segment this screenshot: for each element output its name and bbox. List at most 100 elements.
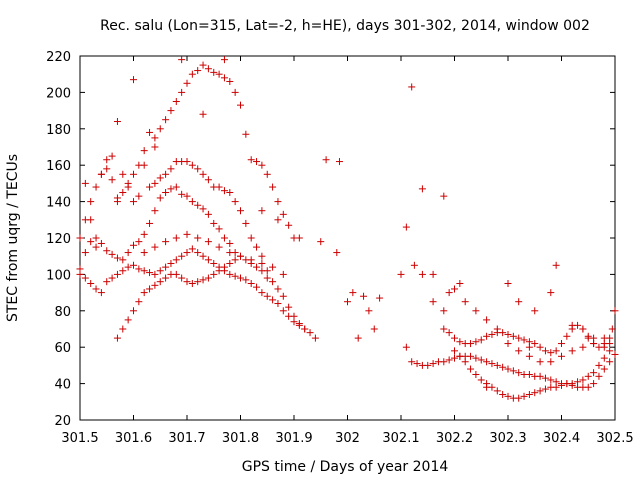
y-tick-label: 20 <box>54 414 71 429</box>
data-point <box>113 254 121 262</box>
data-point <box>606 347 614 355</box>
data-point <box>146 285 154 293</box>
data-point <box>135 192 143 200</box>
data-point <box>220 187 228 195</box>
data-point <box>311 334 319 342</box>
data-point <box>547 358 555 366</box>
y-tick-label: 160 <box>46 159 71 174</box>
data-point <box>360 292 368 300</box>
data-point <box>525 391 533 399</box>
data-point <box>451 334 458 342</box>
data-point <box>440 307 448 315</box>
data-point <box>290 318 298 326</box>
data-point <box>194 67 202 75</box>
data-point <box>226 249 234 257</box>
data-point <box>590 369 598 377</box>
data-point <box>135 265 143 273</box>
data-point <box>541 374 549 382</box>
data-point <box>183 249 191 257</box>
y-tick-label: 60 <box>54 341 71 356</box>
data-point <box>220 263 228 271</box>
data-point <box>402 223 410 231</box>
data-point <box>504 392 512 400</box>
data-point <box>103 165 111 173</box>
data-point <box>547 376 555 384</box>
data-point <box>499 329 507 337</box>
data-point <box>124 316 132 324</box>
data-point <box>135 161 143 169</box>
data-point <box>140 249 148 257</box>
data-point <box>226 259 234 267</box>
plot-area <box>79 55 616 421</box>
data-point <box>317 238 325 246</box>
data-point <box>156 125 164 133</box>
data-point <box>253 263 261 271</box>
data-point <box>295 321 303 329</box>
data-point <box>231 198 239 206</box>
data-point <box>81 249 89 257</box>
data-point <box>418 185 426 193</box>
data-point <box>568 381 576 389</box>
data-point <box>247 234 255 242</box>
data-point <box>354 334 362 342</box>
data-point <box>531 340 539 348</box>
data-point <box>226 189 234 196</box>
data-point <box>183 192 191 200</box>
data-point <box>178 56 186 64</box>
data-point <box>483 383 491 391</box>
data-point <box>440 325 448 333</box>
y-axis-label: STEC from uqrg / TECUs <box>5 154 21 322</box>
data-point <box>472 371 480 378</box>
data-point <box>258 207 266 215</box>
data-point <box>253 283 261 291</box>
data-point <box>92 243 100 251</box>
x-axis: 301.5 301.6 301.7 301.8 301.9 302 302.1 302.2 30… <box>61 56 634 446</box>
data-point <box>242 130 250 138</box>
data-point <box>456 280 464 287</box>
data-point <box>92 285 100 293</box>
data-point <box>579 376 587 384</box>
data-point <box>172 98 180 105</box>
data-point <box>215 267 223 275</box>
data-point <box>568 347 576 355</box>
data-point <box>611 307 619 315</box>
data-point <box>119 189 127 196</box>
data-point <box>97 289 105 297</box>
data-point <box>204 210 212 218</box>
data-point <box>493 361 501 369</box>
data-point <box>135 238 143 246</box>
data-point <box>370 325 378 333</box>
data-point <box>558 352 565 360</box>
data-point <box>483 332 491 340</box>
data-point <box>151 281 159 289</box>
data-point <box>140 230 148 238</box>
data-point <box>210 270 218 278</box>
y-tick-label: 40 <box>54 378 71 393</box>
data-point <box>600 354 608 362</box>
data-point <box>199 205 207 213</box>
data-point <box>103 247 111 255</box>
data-point <box>344 298 351 306</box>
data-point <box>92 234 100 242</box>
data-point <box>183 278 191 286</box>
data-point <box>119 325 127 333</box>
data-point <box>279 270 287 278</box>
data-point <box>258 252 266 260</box>
x-tick-label: 302 <box>335 431 360 446</box>
data-point <box>87 238 95 246</box>
data-points <box>76 56 619 402</box>
data-point <box>263 292 271 300</box>
data-point <box>167 185 175 193</box>
data-point <box>162 170 170 178</box>
data-point <box>76 270 84 278</box>
data-point <box>188 280 196 287</box>
data-point <box>130 170 137 178</box>
data-point <box>119 170 127 178</box>
data-point <box>515 394 523 402</box>
data-point <box>349 289 357 297</box>
data-point <box>606 340 614 348</box>
data-point <box>600 343 608 351</box>
data-point <box>156 267 164 275</box>
data-point <box>247 256 255 264</box>
data-point <box>301 325 309 333</box>
